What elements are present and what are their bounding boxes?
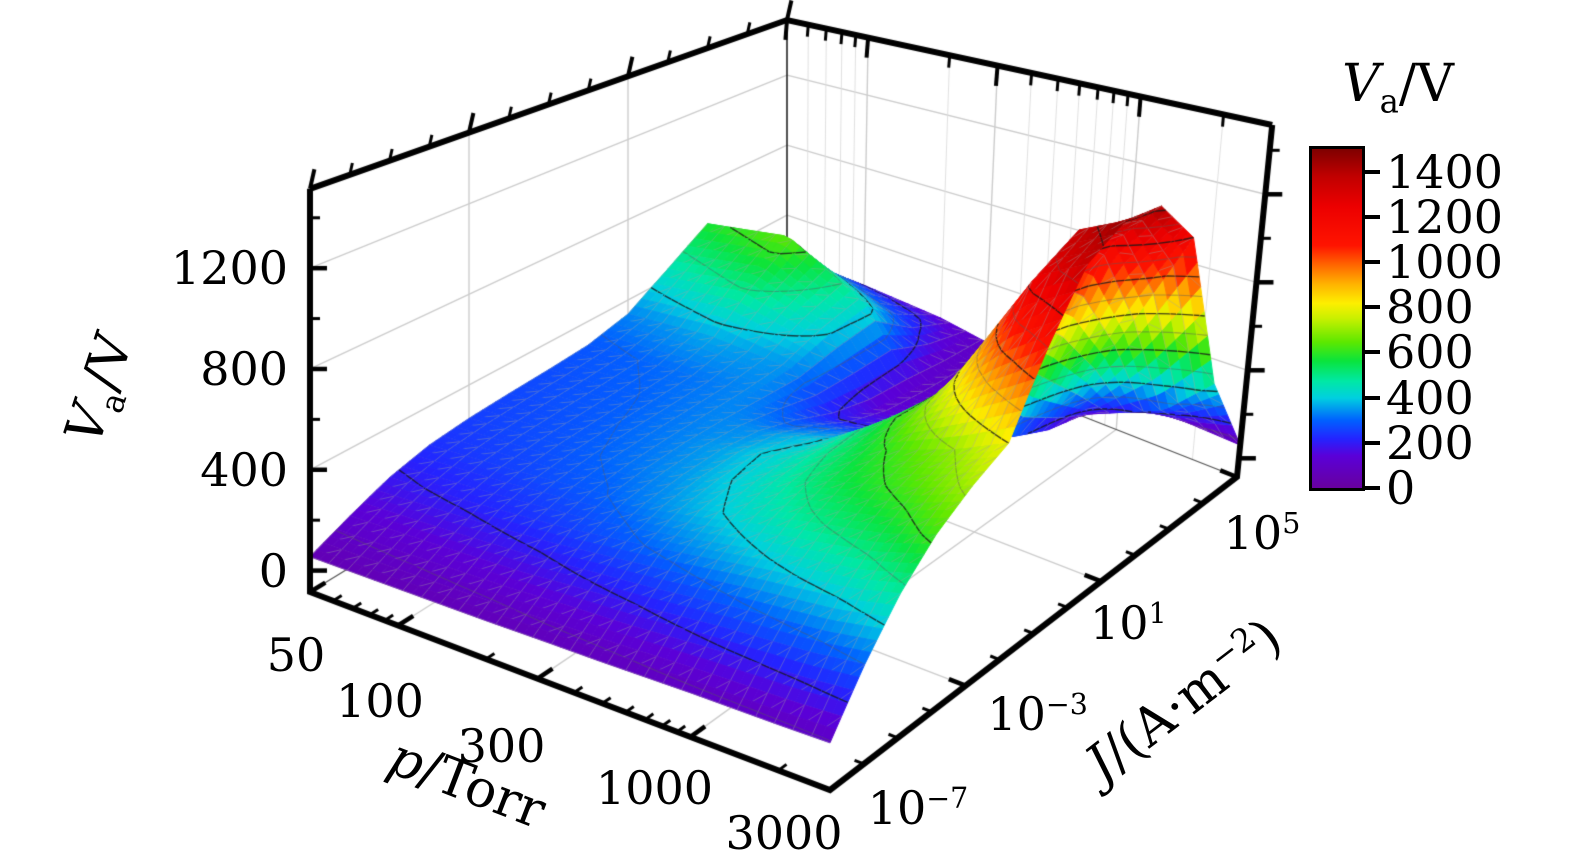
j-tick-label: 101: [1089, 596, 1167, 651]
colorbar-gradient: [1309, 146, 1365, 491]
colorbar-title: Va/V: [1342, 58, 1454, 118]
colorbar-variable: V: [1342, 54, 1380, 115]
colorbar-tick: [1365, 214, 1380, 219]
p-tick-label: 300: [457, 718, 546, 773]
colorbar-subscript: a: [1379, 82, 1399, 121]
z-tick-label: 0: [258, 543, 288, 598]
colorbar-tick-label: 0: [1386, 461, 1416, 515]
colorbar-tick-label: 1200: [1386, 189, 1504, 244]
p-tick-label: 1000: [595, 760, 714, 815]
colorbar-tick: [1365, 486, 1380, 490]
z-tick-label: 400: [200, 442, 288, 497]
colorbar-tick: [1365, 440, 1380, 445]
colorbar-tick-label: 400: [1386, 370, 1474, 425]
z-tick-label: 800: [200, 341, 288, 396]
colorbar-tick-label: 200: [1386, 415, 1474, 470]
colorbar-tick-label: 1400: [1386, 144, 1504, 199]
j-tick-label: 10−3: [987, 686, 1088, 741]
colorbar-tick-label: 600: [1386, 325, 1474, 380]
colorbar-unit: /V: [1398, 54, 1454, 115]
colorbar-tick: [1365, 395, 1380, 400]
colorbar-tick-label: 1000: [1386, 235, 1504, 289]
colorbar-tick: [1365, 305, 1380, 310]
colorbar-tick: [1365, 260, 1380, 264]
j-tick-label: 10−7: [867, 781, 969, 836]
colorbar-tick: [1365, 169, 1380, 174]
p-tick-label: 50: [266, 628, 326, 682]
z-tick-label: 1200: [170, 241, 288, 296]
j-tick-label: 105: [1223, 506, 1301, 561]
colorbar-tick: [1365, 350, 1380, 355]
p-tick-label: 100: [336, 673, 424, 728]
p-tick-label: 3000: [725, 806, 843, 856]
colorbar-tick-label: 800: [1386, 280, 1474, 335]
